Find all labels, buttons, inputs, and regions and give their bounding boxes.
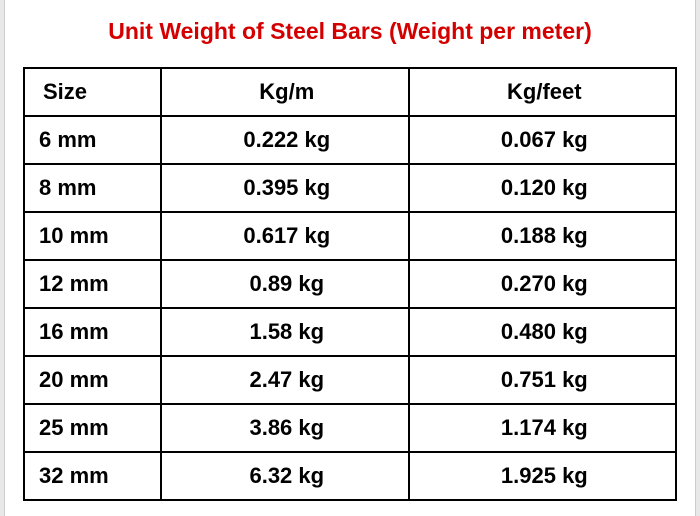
cell-kgft: 0.188 kg	[409, 212, 676, 260]
cell-kgft: 0.067 kg	[409, 116, 676, 164]
cell-kgm: 1.58 kg	[161, 308, 409, 356]
cell-size: 25 mm	[24, 404, 161, 452]
col-header-size: Size	[24, 68, 161, 116]
table-body: 6 mm 0.222 kg 0.067 kg 8 mm 0.395 kg 0.1…	[24, 116, 676, 500]
page-title: Unit Weight of Steel Bars (Weight per me…	[5, 18, 695, 45]
table-row: 10 mm 0.617 kg 0.188 kg	[24, 212, 676, 260]
table-row: 32 mm 6.32 kg 1.925 kg	[24, 452, 676, 500]
cell-size: 12 mm	[24, 260, 161, 308]
cell-kgft: 1.174 kg	[409, 404, 676, 452]
cell-kgm: 0.395 kg	[161, 164, 409, 212]
page: Unit Weight of Steel Bars (Weight per me…	[4, 0, 696, 516]
cell-size: 32 mm	[24, 452, 161, 500]
cell-size: 20 mm	[24, 356, 161, 404]
cell-size: 16 mm	[24, 308, 161, 356]
cell-size: 6 mm	[24, 116, 161, 164]
col-header-kgft: Kg/feet	[409, 68, 676, 116]
cell-kgm: 2.47 kg	[161, 356, 409, 404]
table-row: 8 mm 0.395 kg 0.120 kg	[24, 164, 676, 212]
table-row: 16 mm 1.58 kg 0.480 kg	[24, 308, 676, 356]
table-header-row: Size Kg/m Kg/feet	[24, 68, 676, 116]
cell-size: 10 mm	[24, 212, 161, 260]
table-row: 12 mm 0.89 kg 0.270 kg	[24, 260, 676, 308]
cell-size: 8 mm	[24, 164, 161, 212]
cell-kgft: 0.120 kg	[409, 164, 676, 212]
cell-kgft: 1.925 kg	[409, 452, 676, 500]
cell-kgft: 0.751 kg	[409, 356, 676, 404]
table-row: 20 mm 2.47 kg 0.751 kg	[24, 356, 676, 404]
col-header-kgm: Kg/m	[161, 68, 409, 116]
cell-kgft: 0.270 kg	[409, 260, 676, 308]
cell-kgm: 3.86 kg	[161, 404, 409, 452]
table-row: 25 mm 3.86 kg 1.174 kg	[24, 404, 676, 452]
cell-kgft: 0.480 kg	[409, 308, 676, 356]
cell-kgm: 6.32 kg	[161, 452, 409, 500]
cell-kgm: 0.89 kg	[161, 260, 409, 308]
cell-kgm: 0.222 kg	[161, 116, 409, 164]
cell-kgm: 0.617 kg	[161, 212, 409, 260]
table-row: 6 mm 0.222 kg 0.067 kg	[24, 116, 676, 164]
table-container: Size Kg/m Kg/feet 6 mm 0.222 kg 0.067 kg…	[5, 67, 695, 501]
steel-weight-table: Size Kg/m Kg/feet 6 mm 0.222 kg 0.067 kg…	[23, 67, 677, 501]
